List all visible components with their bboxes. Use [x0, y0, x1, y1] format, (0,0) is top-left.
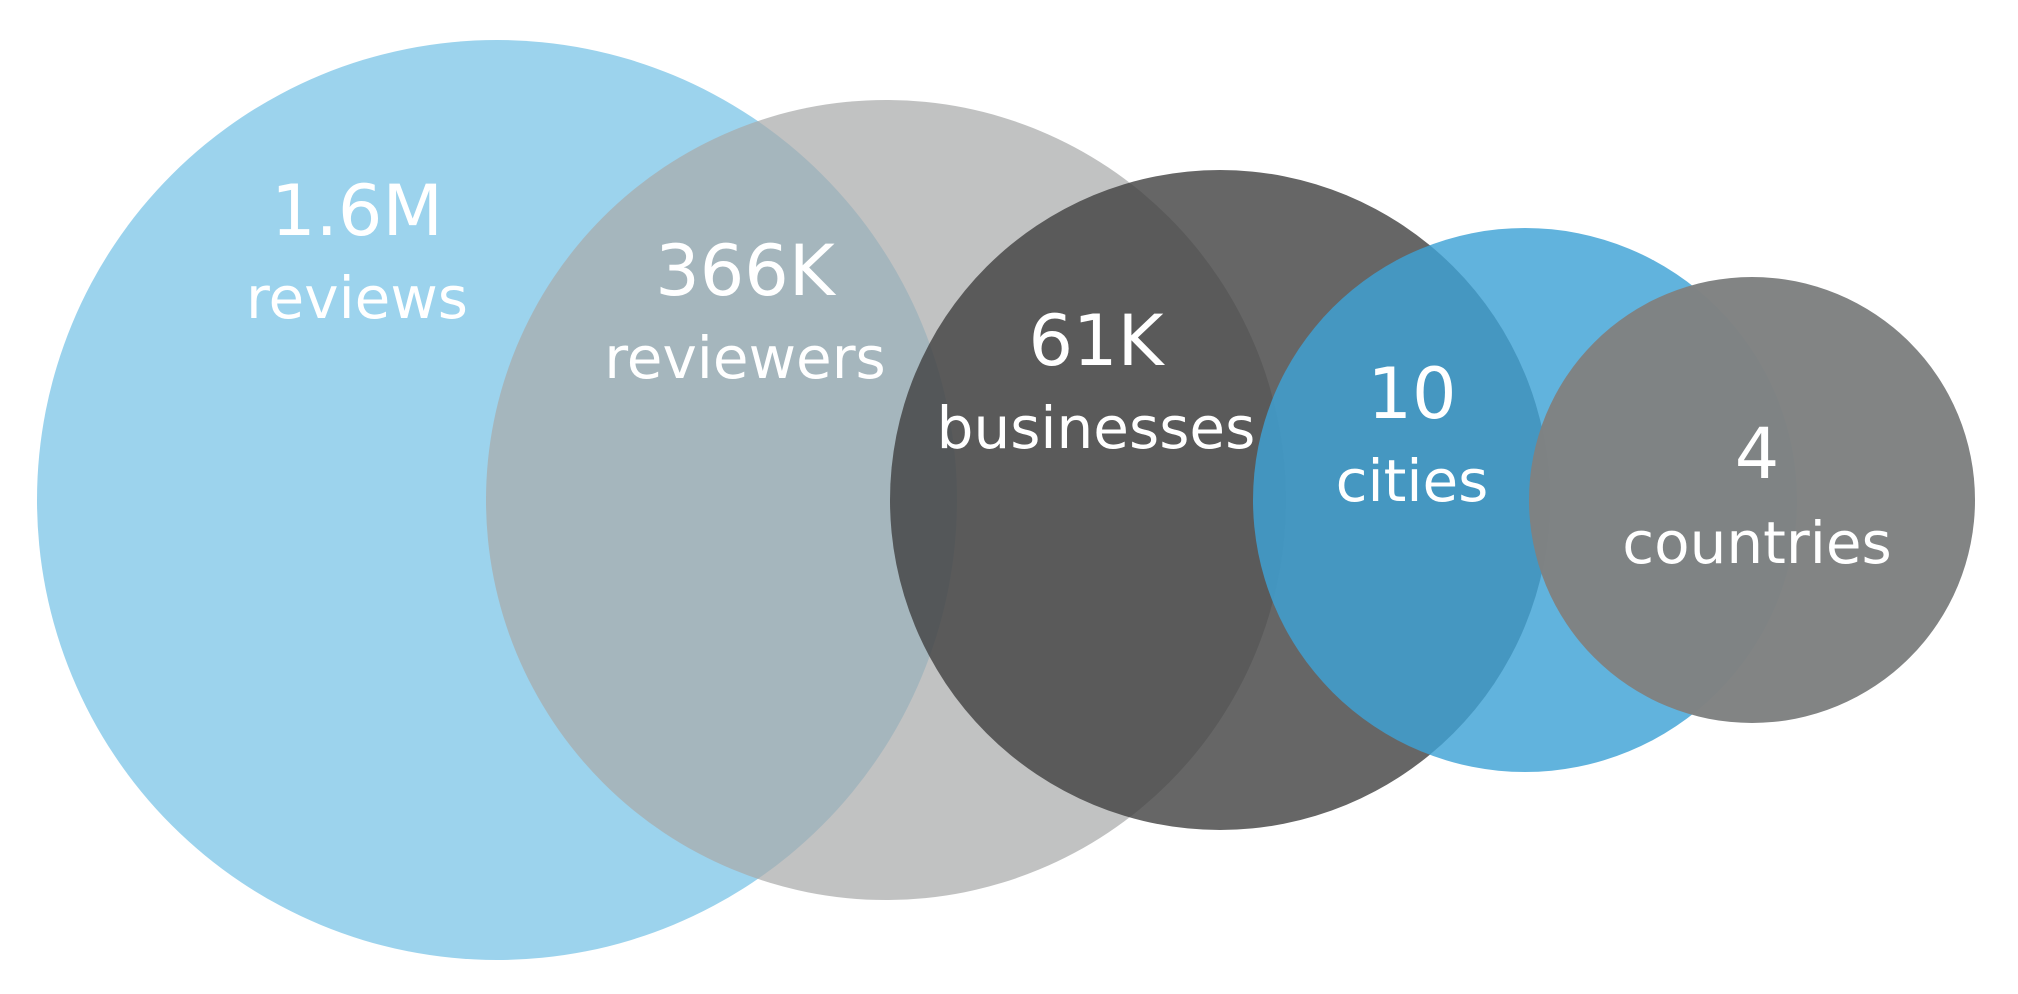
cities-label: cities — [1336, 447, 1489, 515]
countries-circle — [1529, 277, 1975, 723]
reviewers-label: reviewers — [604, 324, 886, 392]
reviews-label: reviews — [246, 264, 468, 332]
businesses-value: 61K — [1029, 300, 1166, 382]
countries-value: 4 — [1735, 413, 1780, 495]
reviews-value: 1.6M — [271, 170, 443, 252]
reviewers-value: 366K — [655, 230, 837, 312]
businesses-label: businesses — [937, 394, 1256, 462]
countries-label: countries — [1622, 509, 1892, 577]
cities-value: 10 — [1367, 353, 1456, 435]
